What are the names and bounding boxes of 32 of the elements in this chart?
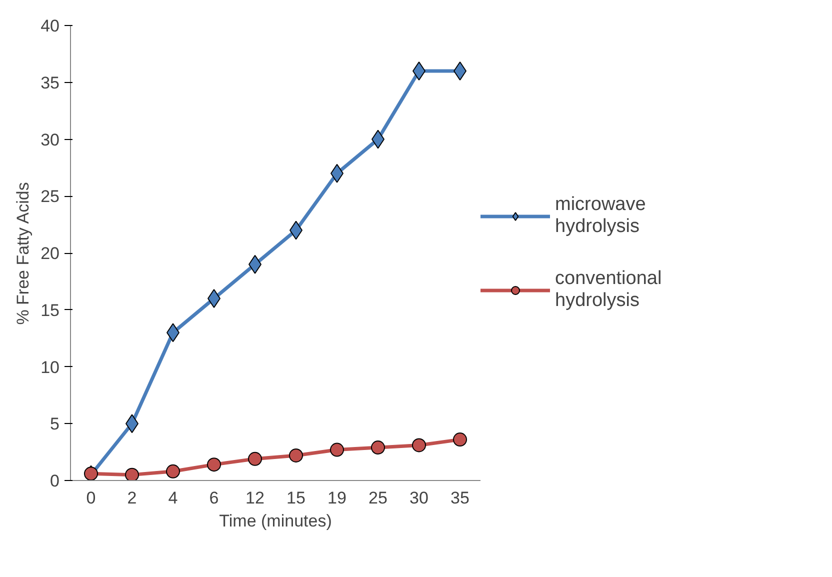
y-tick-label: 20	[40, 244, 60, 263]
legend-label: microwave hydrolysis	[555, 194, 646, 238]
x-tick-label: 35	[450, 488, 470, 508]
point	[371, 440, 385, 454]
point	[166, 464, 180, 478]
y-tick-label: 5	[50, 414, 60, 434]
y-tick-label: 15	[40, 300, 60, 320]
point	[289, 448, 303, 462]
x-tick-label: 12	[246, 488, 264, 508]
point	[248, 452, 262, 466]
y-axis-title: % Free Fatty Acids	[14, 182, 33, 325]
x-tick-label: 30	[410, 488, 428, 508]
x-tick-label: 0	[86, 488, 96, 508]
x-tick-label: 25	[368, 488, 388, 508]
x-axis-title: Time (minutes)	[219, 512, 332, 530]
point	[412, 438, 426, 452]
point	[330, 442, 344, 457]
point	[207, 458, 221, 472]
y-tick-label: 40	[40, 16, 60, 36]
point	[453, 432, 467, 447]
legend-label: conventional hydrolysis	[555, 268, 662, 312]
x-tick-label: 2	[127, 488, 137, 508]
y-tick-label: 0	[50, 472, 60, 490]
x-tick-label: 19	[328, 488, 346, 508]
x-tick-label: 4	[168, 488, 178, 508]
y-tick-label: 10	[40, 358, 60, 377]
x-tick-label: 6	[209, 488, 219, 508]
x-tick-label: 15	[286, 488, 306, 508]
y-tick-label: 25	[40, 187, 60, 206]
y-tick-label: 30	[40, 130, 60, 150]
y-tick-label: 35	[40, 73, 60, 92]
point	[125, 468, 139, 480]
